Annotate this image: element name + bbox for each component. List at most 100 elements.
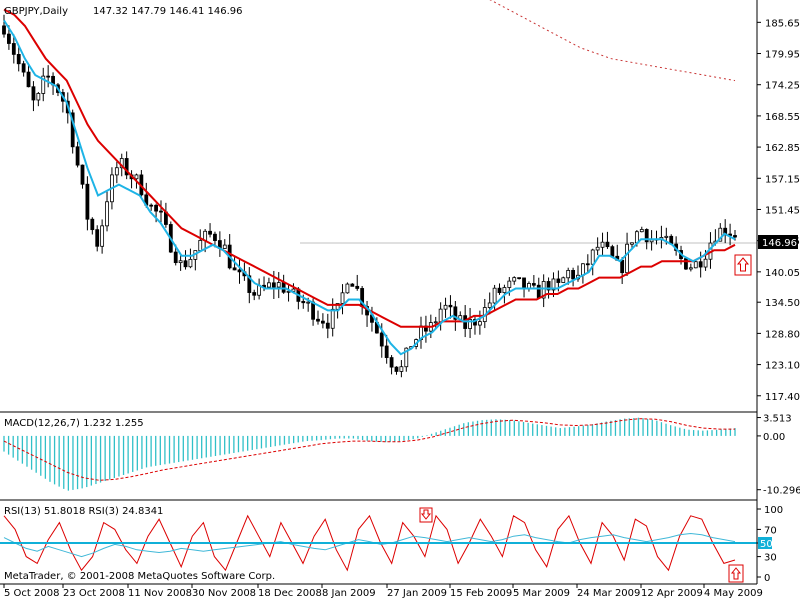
candle-body: [433, 321, 438, 324]
candle-body: [198, 240, 203, 251]
macd-histogram: [3, 417, 736, 491]
candle-body: [448, 304, 453, 308]
candle-body: [178, 260, 183, 264]
candle-body: [335, 303, 340, 310]
current-price-label: 146.96: [762, 238, 797, 249]
price-tick-label: 128.80: [765, 329, 800, 340]
candle-body: [394, 366, 399, 372]
price-tick-label: 151.45: [765, 205, 800, 216]
candle-body: [733, 235, 737, 238]
candle-body: [11, 43, 16, 55]
candle-body: [595, 246, 600, 251]
candle-body: [124, 158, 129, 176]
x-tick-label: 12 Apr 2009: [641, 588, 703, 599]
candle-body: [95, 229, 100, 247]
down-arrow-icon: [419, 507, 433, 523]
price-tick-label: 157.15: [765, 174, 800, 185]
x-tick-label: 8 Jan 2009: [322, 588, 376, 599]
candle-body: [36, 93, 41, 101]
candle-body: [16, 53, 21, 65]
x-tick-label: 23 Oct 2008: [63, 588, 125, 599]
candle-body: [566, 270, 571, 279]
macd-tick-label: 3.513: [763, 414, 792, 425]
candle-body: [85, 183, 90, 220]
candle-body: [355, 285, 360, 289]
macd-tick-label: 0.00: [763, 432, 785, 443]
candle-body: [625, 243, 629, 274]
candle-body: [306, 301, 311, 304]
macd-panel[interactable]: MACD(12,26,7) 1.232 1.255 3.513 0.00 -10.2…: [3, 414, 800, 497]
candle-body: [684, 258, 688, 270]
candle-body: [693, 261, 698, 269]
candle-body: [41, 75, 46, 94]
candle-body: [384, 345, 389, 358]
rsi-tick-label: 100: [764, 505, 783, 516]
candle-body: [590, 249, 595, 265]
price-tick-label: 117.40: [765, 392, 800, 403]
candle-body: [487, 302, 492, 308]
candle-body: [630, 242, 634, 245]
candle-body: [541, 281, 546, 299]
candle-body: [252, 292, 257, 296]
x-tick-label: 24 Mar 2009: [577, 588, 640, 599]
candle-body: [688, 267, 693, 270]
candle-body: [551, 278, 556, 291]
candle-body: [183, 260, 188, 268]
candle-body: [350, 283, 355, 287]
candle-body: [159, 210, 163, 213]
candle-body: [664, 235, 669, 238]
candle-body: [330, 308, 335, 329]
candle-body: [585, 263, 590, 266]
candle-body: [556, 278, 561, 283]
price-tick-label: 168.55: [765, 112, 800, 123]
candle-body: [105, 201, 109, 227]
candle-body: [276, 282, 281, 288]
price-tick-label: 140.05: [765, 268, 800, 279]
candle-body: [531, 283, 536, 286]
candle-body: [389, 357, 394, 368]
rsi3-line: [3, 532, 736, 558]
rsi-tick-label: 70: [764, 525, 777, 536]
candle-body: [7, 33, 11, 44]
candle-body: [149, 204, 154, 207]
candle-body: [561, 277, 566, 283]
rsi-tick-label: 30: [764, 553, 777, 564]
x-axis: 5 Oct 2008 23 Oct 2008 11 Nov 2008 30 Nov 2…: [3, 584, 763, 599]
x-tick-label: 30 Nov 2008: [192, 588, 256, 599]
candle-body: [222, 244, 227, 249]
candle-body: [438, 308, 443, 323]
candle-body: [90, 218, 95, 231]
candle-body: [600, 241, 605, 248]
candle-body: [188, 258, 193, 268]
current-price-box: [758, 235, 798, 249]
candle-body: [605, 241, 610, 248]
candle-body: [173, 251, 178, 264]
rsi-label: RSI(13) 51.8018 RSI(3) 24.8341: [4, 506, 163, 517]
candle-body: [453, 306, 458, 320]
ma-fast-line: [3, 19, 736, 356]
candle-body: [522, 277, 526, 290]
x-tick-label: 4 May 2009: [704, 588, 763, 599]
x-tick-label: 5 Mar 2009: [513, 588, 570, 599]
candle-body: [114, 167, 119, 176]
candle-body: [610, 246, 615, 257]
macd-y-axis: 3.513 0.00 -10.296: [757, 414, 800, 497]
candle-body: [75, 146, 80, 166]
candle-body: [232, 267, 237, 271]
candle-body: [443, 304, 448, 310]
x-tick-label: 15 Feb 2009: [450, 588, 512, 599]
candle-body: [325, 322, 330, 329]
rsi-level-label: 50: [760, 539, 773, 550]
candle-body: [154, 204, 158, 212]
candle-body: [620, 259, 625, 274]
candle-body: [316, 318, 320, 322]
rsi-panel[interactable]: RSI(13) 51.8018 RSI(3) 24.8341 100 70 30 0 5…: [0, 505, 783, 584]
candle-body: [507, 280, 512, 288]
candle-body: [301, 300, 306, 304]
candle-body: [21, 63, 26, 73]
candle-body: [639, 229, 644, 233]
price-tick-label: 123.10: [765, 361, 800, 372]
up-arrow-icon: [734, 254, 752, 276]
price-panel[interactable]: GBPJPY,Daily 147.32 147.79 146.41 146.96…: [2, 0, 800, 403]
